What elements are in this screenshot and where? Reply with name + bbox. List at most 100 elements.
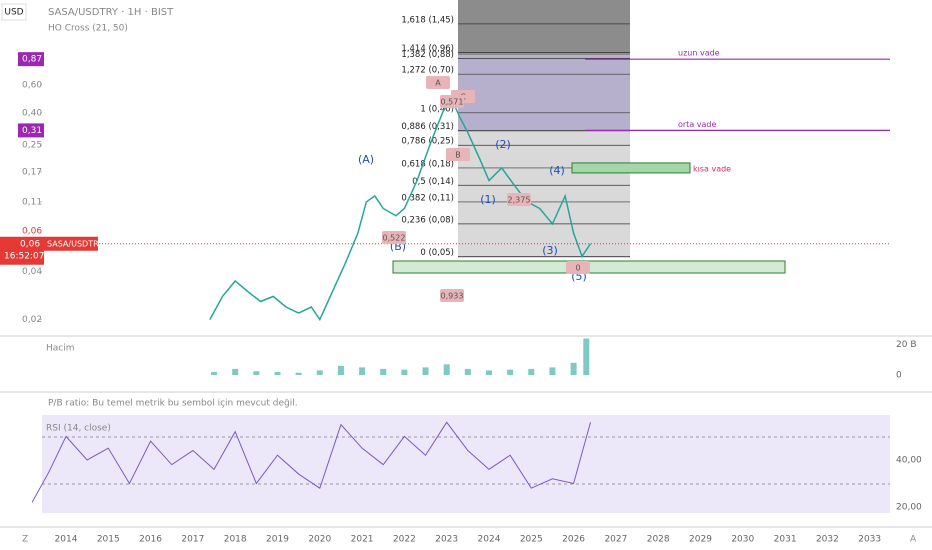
annotation: 0,522	[383, 234, 406, 243]
volume-bar	[337, 365, 344, 375]
currency[interactable]: USD	[4, 8, 23, 18]
x-tick-label: 2016	[139, 535, 162, 545]
fib-label: 0,5 (0,14)	[412, 177, 454, 187]
axis-badge	[18, 123, 44, 138]
y-tick-label: 40,00	[896, 455, 922, 465]
volume-bar	[295, 372, 302, 375]
x-tick-label: 2022	[393, 535, 416, 545]
annotation-bg	[446, 148, 470, 161]
symbol: SASA/USDTRY · 1H · BIST	[48, 7, 174, 18]
volume-bar	[316, 370, 323, 375]
y-tick-label: 0,60	[22, 80, 42, 90]
price-line	[209, 95, 592, 322]
volume-bar	[583, 338, 590, 375]
level-box	[571, 162, 691, 174]
annotation-bg	[440, 95, 464, 108]
annotation: (2)	[495, 138, 511, 151]
level-label: uzun vade	[678, 49, 720, 58]
annotation: 0,933	[441, 292, 464, 301]
volume-bar	[401, 369, 408, 375]
fib-label: 0,236 (0,08)	[401, 215, 454, 225]
level-label: orta vade	[678, 120, 716, 129]
x-tick-label: 2032	[816, 535, 839, 545]
fib-label: 0,382 (0,11)	[401, 193, 454, 203]
annotation: 2,375	[508, 196, 531, 205]
y-tick-label: 0,02	[22, 315, 42, 325]
x-tick-label: 2023	[435, 535, 458, 545]
x-tick-label: 2017	[181, 535, 204, 545]
price-badge-value: 0,06	[22, 226, 42, 236]
footer-left: Z	[22, 535, 28, 545]
annotation-bg	[566, 261, 590, 274]
x-tick-label: 2029	[689, 535, 712, 545]
fib-label: 1,414 (0,96)	[401, 44, 454, 54]
x-tick-label: 2020	[308, 535, 331, 545]
notice: P/B ratio: Bu temel metrik bu sembol içi…	[48, 399, 298, 409]
annotation: B	[455, 151, 461, 160]
y-tick-label: 20,00	[896, 503, 922, 513]
annotation-bg	[382, 231, 406, 244]
volume-bar	[464, 368, 471, 375]
volume-bar	[380, 368, 387, 375]
x-tick-label: 2028	[647, 535, 670, 545]
volume-bar	[211, 371, 218, 375]
footer-right: A	[910, 535, 917, 545]
axis-badge-label: 0,87	[22, 55, 42, 65]
x-tick-label: 2014	[55, 535, 78, 545]
volume-bar	[570, 362, 577, 375]
volume-bar	[422, 367, 429, 375]
annotation: 0,571	[441, 98, 464, 107]
y-tick-label: 0	[896, 371, 902, 381]
rsi-bg	[42, 415, 890, 513]
x-tick-label: 2021	[351, 535, 374, 545]
fib-label: 0,786 (0,25)	[401, 137, 454, 147]
rsi-title: RSI (14, close)	[46, 424, 111, 434]
volume-bar	[359, 367, 366, 375]
annotation: (3)	[542, 244, 558, 257]
volume-bar	[232, 368, 239, 375]
x-tick-label: 2019	[266, 535, 289, 545]
price-badge-time: 16:52:07	[4, 251, 44, 261]
annotation: 0	[575, 264, 580, 273]
fib-label: 1,382 (0,88)	[401, 50, 454, 60]
volume-bar	[485, 370, 492, 375]
y-tick-label: 0,11	[22, 197, 42, 207]
x-tick-label: 2015	[97, 535, 120, 545]
fib-box-top	[458, 0, 630, 55]
y-tick-label: 0,25	[22, 141, 42, 151]
axis-badge-label: 0,31	[22, 126, 42, 136]
x-tick-label: 2024	[478, 535, 501, 545]
volume-bar	[528, 368, 535, 375]
fib-box-mid	[458, 55, 630, 132]
annotation-bg	[440, 289, 464, 302]
fib-label: 0,618 (0,18)	[401, 159, 454, 169]
indicator: HO Cross (21, 50)	[48, 24, 128, 34]
y-tick-label: 20 B	[896, 340, 917, 350]
fib-label: 1,272 (0,70)	[401, 66, 454, 76]
annotation: (1)	[480, 193, 496, 206]
volume-title: Hacim	[46, 344, 75, 354]
x-tick-label: 2018	[224, 535, 247, 545]
annotation: (A)	[358, 153, 374, 166]
price-badge-value: 0,06	[20, 239, 40, 249]
rsi-line	[31, 421, 591, 503]
fib-label: 0,886 (0,31)	[401, 122, 454, 132]
symbol-badge	[44, 236, 98, 251]
annotation: A	[435, 79, 441, 88]
x-tick-label: 2025	[520, 535, 543, 545]
x-tick-label: 2033	[858, 535, 881, 545]
y-tick-label: 0,17	[22, 167, 42, 177]
volume-bar	[549, 367, 556, 375]
annotation-bg	[507, 193, 531, 206]
fib-label: 1,618 (1,45)	[401, 15, 454, 25]
annotation: (4)	[549, 164, 565, 177]
currency-box[interactable]	[1, 3, 27, 21]
y-tick-label: 0,04	[22, 267, 42, 277]
symbol-badge-label: SASA/USDTRY	[47, 239, 103, 248]
fib-label: 0 (0,05)	[420, 248, 454, 258]
volume-bar	[274, 371, 281, 375]
x-tick-label: 2027	[604, 535, 627, 545]
x-tick-label: 2026	[562, 535, 585, 545]
x-tick-label: 2030	[731, 535, 754, 545]
